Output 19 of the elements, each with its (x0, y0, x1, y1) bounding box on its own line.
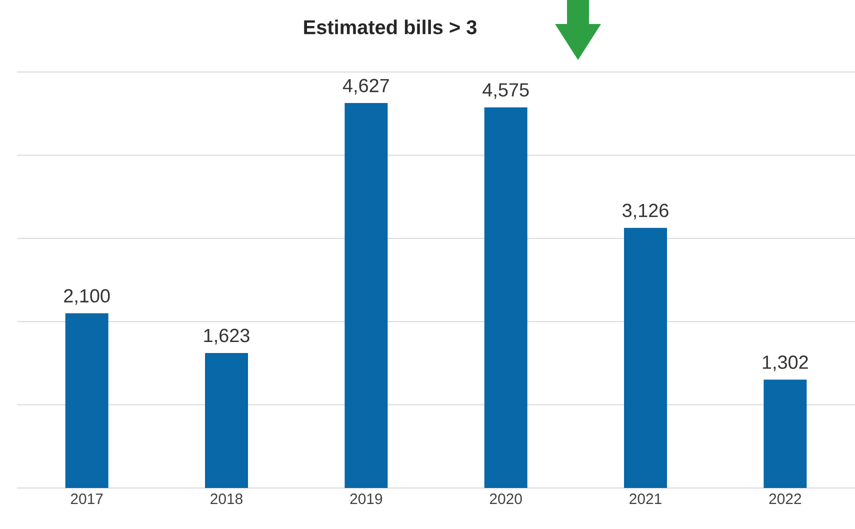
bar (484, 107, 528, 488)
x-tick-label: 2018 (210, 494, 242, 504)
data-label: 1,623 (204, 328, 250, 344)
bar (65, 313, 108, 488)
bar (624, 228, 668, 488)
data-label: 3,126 (622, 204, 668, 220)
data-label: 4,627 (342, 78, 389, 95)
x-tick-label: 2020 (490, 494, 522, 504)
bar (764, 380, 807, 488)
bar (344, 103, 388, 488)
bar (205, 352, 248, 488)
data-label: 2,100 (64, 289, 110, 305)
x-tick-label: 2021 (630, 494, 662, 504)
data-label: 4,575 (482, 83, 529, 99)
data-label: 1,302 (762, 356, 808, 372)
x-tick-label: 2017 (70, 494, 103, 504)
x-tick-label: 2022 (769, 494, 802, 504)
chart-title: Estimated bills > 3 (304, 20, 476, 34)
x-tick-label: 2019 (350, 494, 382, 504)
